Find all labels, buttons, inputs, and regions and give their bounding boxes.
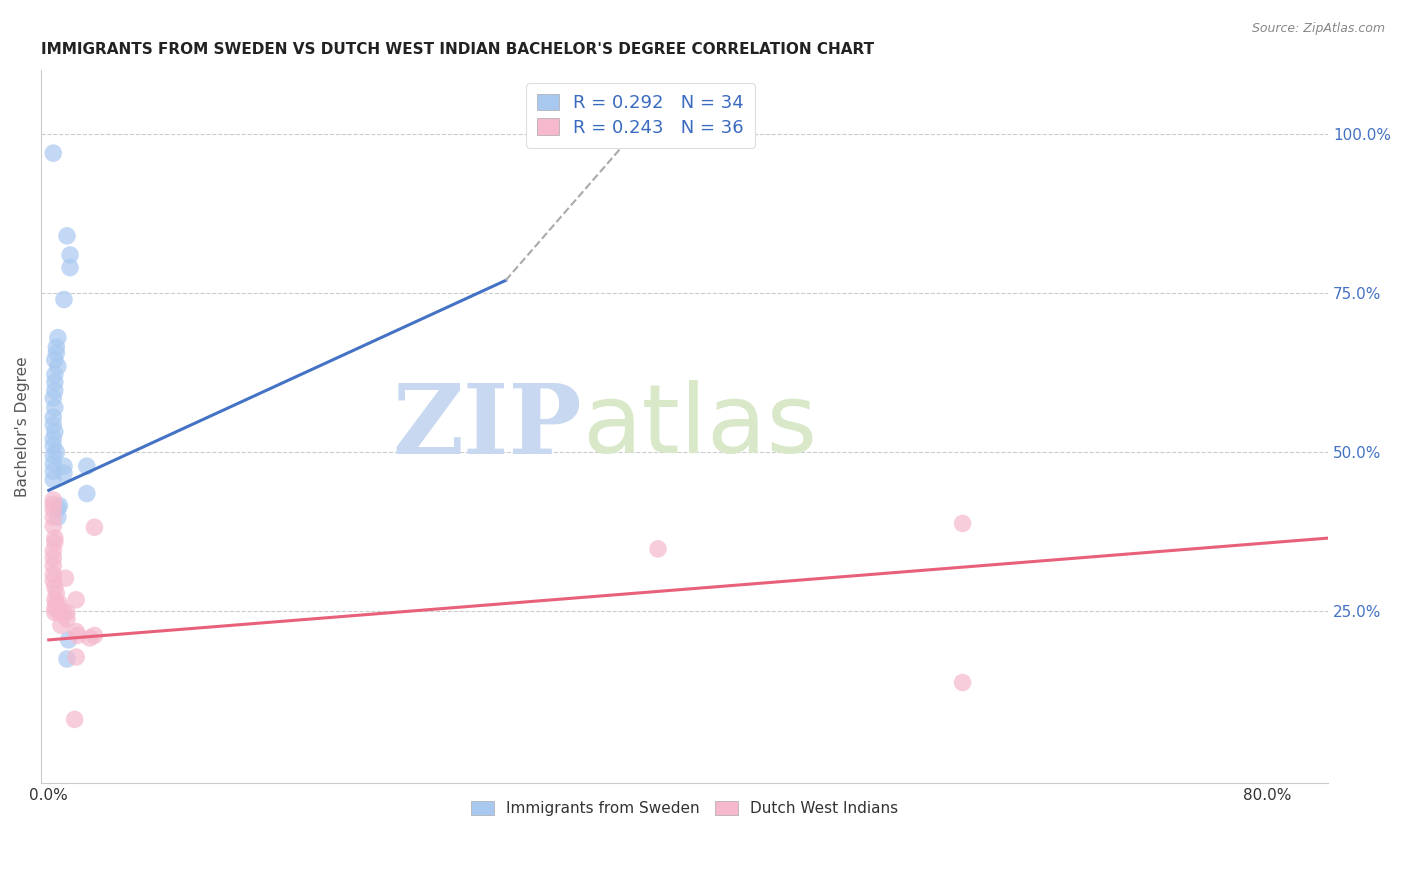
Text: IMMIGRANTS FROM SWEDEN VS DUTCH WEST INDIAN BACHELOR'S DEGREE CORRELATION CHART: IMMIGRANTS FROM SWEDEN VS DUTCH WEST IND… xyxy=(41,42,875,57)
Point xyxy=(56,606,79,620)
Point xyxy=(44,606,66,620)
Point xyxy=(45,340,67,354)
Point xyxy=(42,410,65,425)
Point xyxy=(46,510,69,524)
Point xyxy=(59,248,82,262)
Point xyxy=(42,391,65,405)
Point xyxy=(952,675,974,690)
Point xyxy=(44,353,66,368)
Point xyxy=(58,632,80,647)
Point xyxy=(42,502,65,516)
Point xyxy=(48,597,70,611)
Point xyxy=(48,499,70,513)
Y-axis label: Bachelor's Degree: Bachelor's Degree xyxy=(15,357,30,497)
Point xyxy=(83,520,105,534)
Text: atlas: atlas xyxy=(582,380,817,474)
Point xyxy=(76,486,98,500)
Point xyxy=(46,359,69,374)
Point xyxy=(52,466,75,480)
Point xyxy=(42,473,65,487)
Point xyxy=(56,228,79,243)
Point xyxy=(44,531,66,545)
Point xyxy=(79,631,101,645)
Point xyxy=(42,558,65,573)
Point xyxy=(42,417,65,432)
Point xyxy=(42,457,65,471)
Point xyxy=(76,459,98,474)
Point xyxy=(45,597,67,611)
Text: Source: ZipAtlas.com: Source: ZipAtlas.com xyxy=(1251,22,1385,36)
Point xyxy=(56,652,79,666)
Point xyxy=(42,146,65,161)
Point xyxy=(45,346,67,360)
Point xyxy=(66,628,89,642)
Point xyxy=(42,464,65,478)
Point xyxy=(52,606,75,620)
Point xyxy=(52,459,75,474)
Point xyxy=(44,580,66,594)
Point xyxy=(44,375,66,389)
Point xyxy=(45,445,67,459)
Point xyxy=(44,384,66,398)
Point xyxy=(42,432,65,446)
Point xyxy=(647,541,669,556)
Legend: Immigrants from Sweden, Dutch West Indians: Immigrants from Sweden, Dutch West India… xyxy=(461,792,907,825)
Point xyxy=(42,574,65,588)
Point xyxy=(63,713,86,727)
Point xyxy=(44,401,66,415)
Point xyxy=(42,510,65,524)
Point xyxy=(55,571,77,585)
Point xyxy=(83,628,105,642)
Point xyxy=(42,439,65,453)
Point xyxy=(952,516,974,531)
Point xyxy=(46,331,69,345)
Point xyxy=(44,535,66,549)
Point xyxy=(42,519,65,533)
Point xyxy=(65,592,87,607)
Point xyxy=(46,501,69,516)
Point xyxy=(65,624,87,639)
Point xyxy=(59,260,82,275)
Point xyxy=(42,543,65,558)
Point xyxy=(56,612,79,626)
Text: ZIP: ZIP xyxy=(392,380,582,474)
Point xyxy=(44,592,66,607)
Point xyxy=(49,618,72,632)
Point xyxy=(42,567,65,582)
Point xyxy=(44,368,66,382)
Point xyxy=(44,425,66,439)
Point xyxy=(45,586,67,600)
Point xyxy=(42,492,65,507)
Point xyxy=(65,650,87,665)
Point xyxy=(44,601,66,615)
Point xyxy=(48,606,70,620)
Point xyxy=(42,550,65,565)
Point xyxy=(52,293,75,307)
Point xyxy=(42,497,65,511)
Point xyxy=(42,448,65,462)
